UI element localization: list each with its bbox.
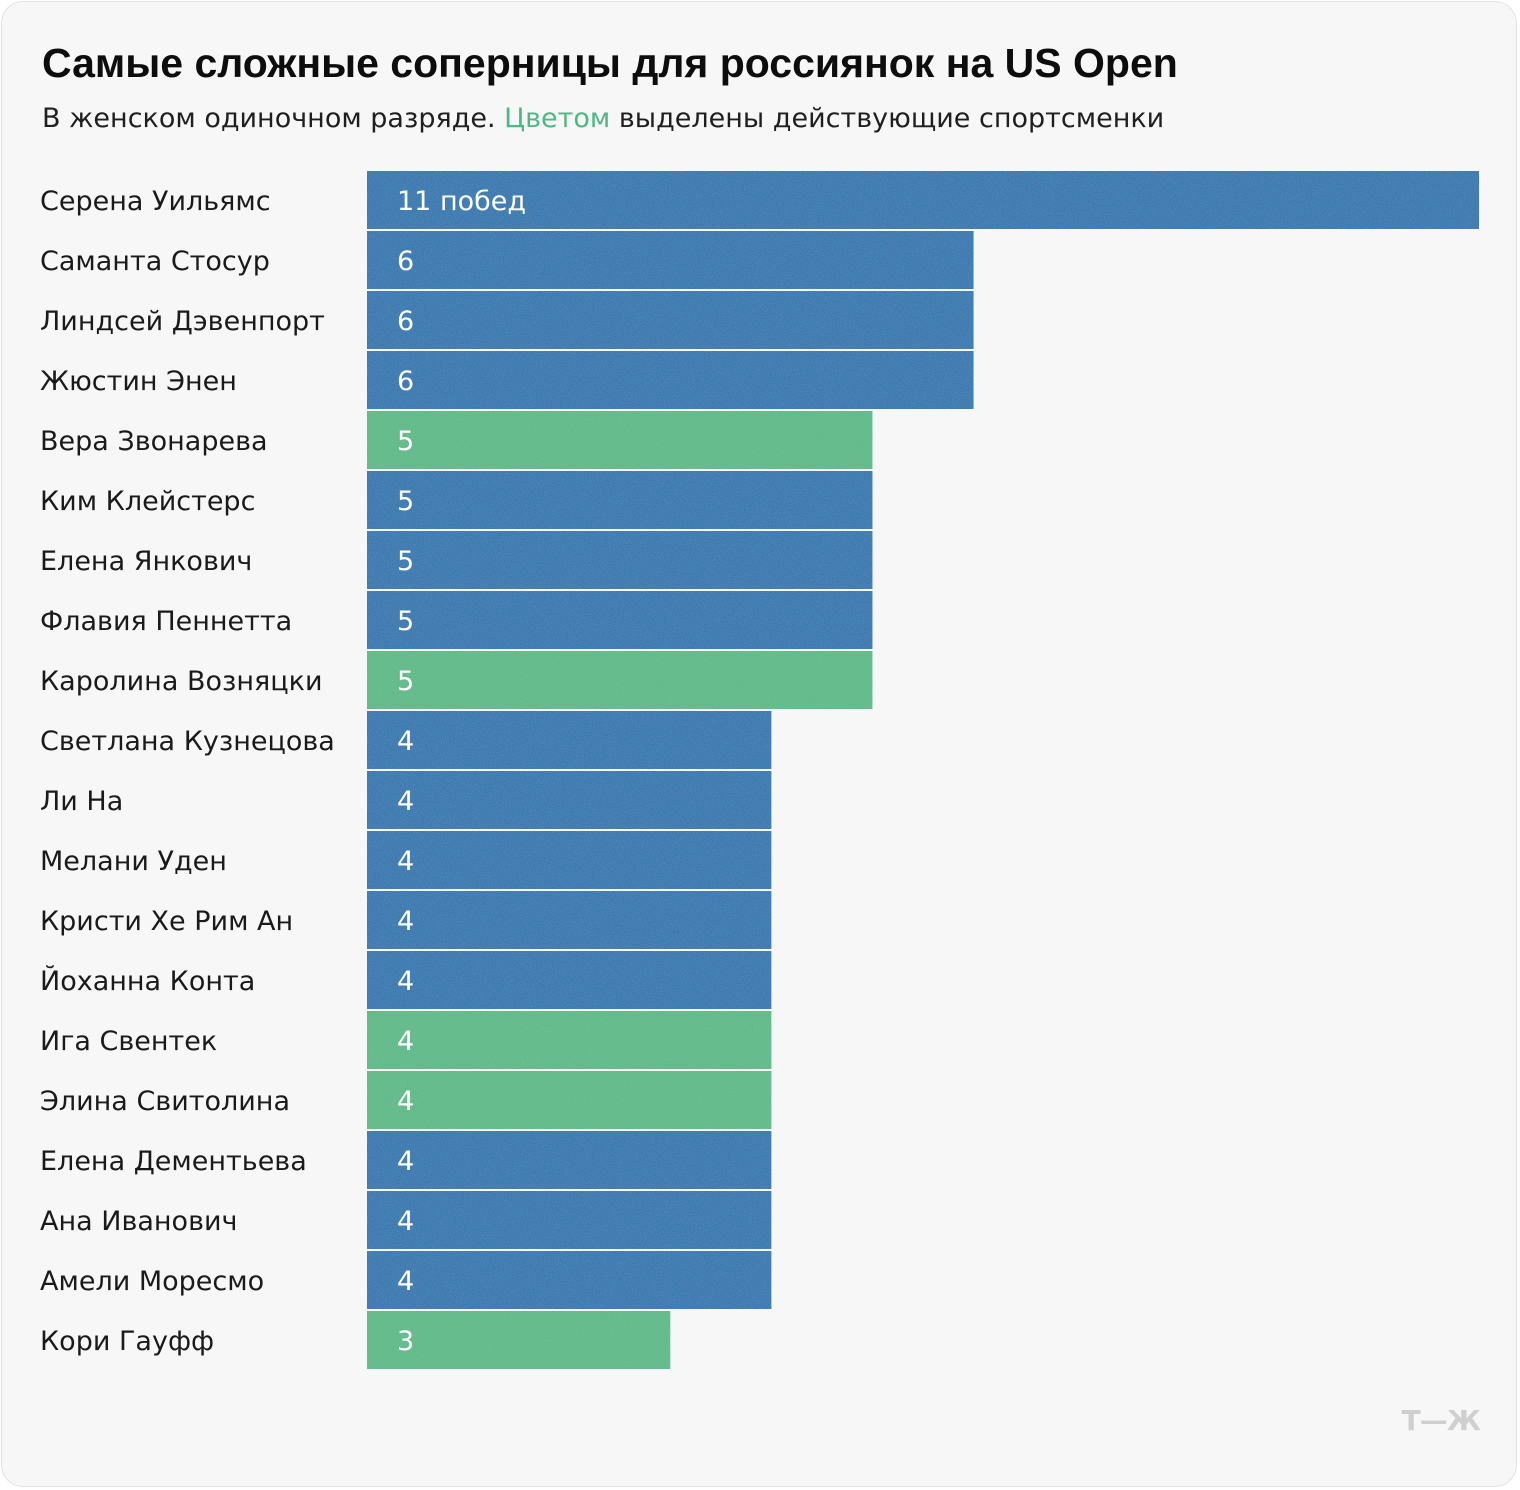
category-label: Елена Дементьева (40, 1146, 307, 1177)
tzh-logo: Т—Ж (1401, 1404, 1481, 1437)
bar (367, 531, 873, 589)
bar (367, 831, 772, 889)
bar-value-label: 4 (397, 1086, 414, 1117)
bar-value-label: 6 (397, 306, 414, 337)
bar (367, 891, 772, 949)
bar (367, 1011, 772, 1069)
bar-value-label: 4 (397, 1206, 414, 1237)
chart-title: Самые сложные соперницы для россиянок на… (42, 40, 1178, 86)
category-label: Элина Свитолина (40, 1086, 290, 1117)
bar-value-label: 4 (397, 786, 414, 817)
bar (367, 171, 1479, 229)
category-label: Кори Гауфф (40, 1326, 214, 1357)
category-label: Светлана Кузнецова (40, 726, 335, 757)
bar (367, 351, 974, 409)
bar (367, 1131, 772, 1189)
bar-value-label: 5 (397, 546, 414, 577)
bar-value-label: 4 (397, 846, 414, 877)
chart-subtitle: В женском одиночном разряде. Цветом выде… (42, 103, 1164, 134)
category-label: Каролина Возняцки (40, 666, 323, 697)
bar (367, 1251, 772, 1309)
bar (367, 411, 873, 469)
bar-value-label: 11 побед (397, 186, 526, 217)
bar (367, 1071, 772, 1129)
bar-value-label: 4 (397, 1266, 414, 1297)
bar-value-label: 6 (397, 246, 414, 277)
bar (367, 771, 772, 829)
bar-value-label: 4 (397, 966, 414, 997)
category-label: Флавия Пеннетта (40, 606, 292, 637)
subtitle-highlight: Цветом (504, 103, 611, 134)
bar-value-label: 5 (397, 606, 414, 637)
category-label: Линдсей Дэвенпорт (40, 306, 325, 337)
bar (367, 711, 772, 769)
category-label: Ига Свентек (40, 1026, 217, 1057)
category-label: Ким Клейстерс (40, 486, 255, 517)
bar (367, 951, 772, 1009)
bar (367, 1311, 671, 1369)
bar (367, 591, 873, 649)
category-label: Ли На (40, 786, 123, 817)
bar (367, 291, 974, 349)
bar-value-label: 4 (397, 1146, 414, 1177)
category-label: Ана Иванович (40, 1206, 238, 1237)
bar (367, 231, 974, 289)
bar (367, 651, 873, 709)
bar-value-label: 5 (397, 486, 414, 517)
bar-value-label: 5 (397, 426, 414, 457)
bar (367, 471, 873, 529)
subtitle-text-rest: выделены действующие спортсменки (610, 103, 1165, 134)
bars-group: Серена Уильямс 11 побед Саманта Стосур 6 Лин… (40, 171, 1479, 1369)
category-label: Серена Уильямс (40, 186, 271, 217)
category-label: Жюстин Энен (40, 366, 237, 397)
bar-value-label: 4 (397, 906, 414, 937)
bar-value-label: 5 (397, 666, 414, 697)
category-label: Амели Моресмо (40, 1266, 264, 1297)
bar-value-label: 4 (397, 1026, 414, 1057)
category-label: Йоханна Конта (40, 965, 255, 997)
category-label: Мелани Уден (40, 846, 227, 877)
subtitle-text: В женском одиночном разряде. (42, 103, 505, 134)
bar-value-label: 4 (397, 726, 414, 757)
category-label: Елена Янкович (40, 546, 252, 577)
category-label: Кристи Хе Рим Ан (40, 906, 293, 937)
bar-value-label: 6 (397, 366, 414, 397)
category-label: Вера Звонарева (40, 426, 268, 457)
bar-value-label: 3 (397, 1326, 414, 1357)
category-label: Саманта Стосур (40, 246, 270, 277)
bar (367, 1191, 772, 1249)
